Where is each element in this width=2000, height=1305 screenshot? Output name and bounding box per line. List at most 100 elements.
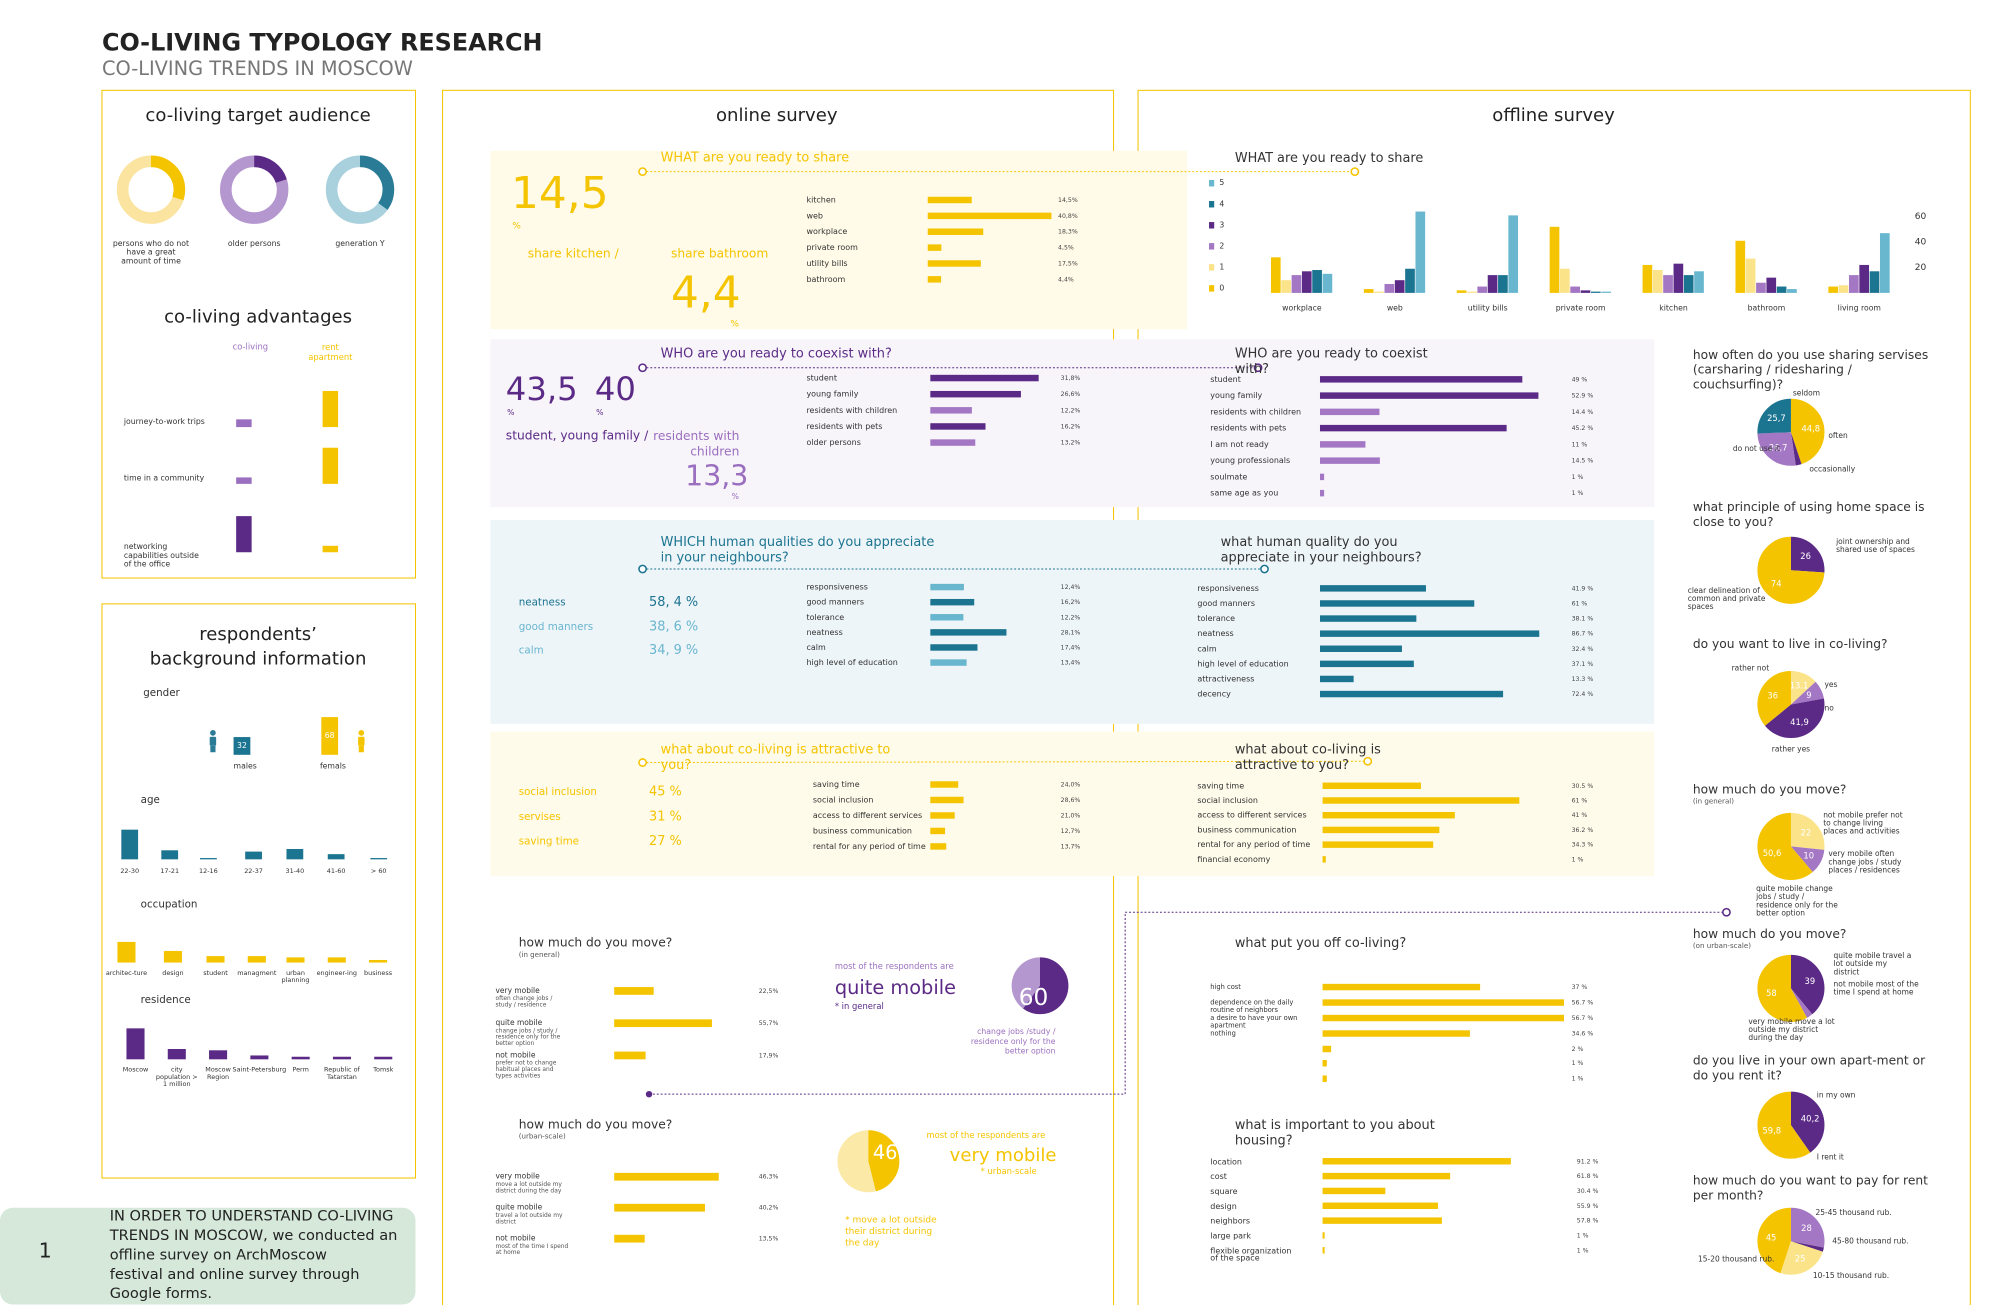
bar-label: good manners	[806, 598, 864, 607]
slice-value: 36	[1767, 690, 1778, 700]
bar	[1601, 291, 1611, 293]
connector-dot	[638, 167, 647, 176]
value-label: 1 %	[1577, 1232, 1589, 1239]
text-line: WHAT are you ready to share	[661, 150, 850, 165]
bar-label: not mobile	[495, 1050, 535, 1059]
value-label: 55,7%	[759, 1020, 779, 1027]
y-tick-label: 60	[1915, 212, 1927, 222]
value-label: 34.6 %	[1572, 1031, 1594, 1038]
bar	[327, 957, 346, 963]
bar	[1322, 1232, 1325, 1239]
value-label: 26,6%	[1061, 391, 1081, 398]
text-line: do you live in your own apart-ment or	[1693, 1053, 1926, 1067]
bar	[1683, 275, 1694, 293]
highlight-value: 31 %	[649, 809, 682, 824]
pie-slice	[837, 1130, 900, 1193]
text-line: persons who do not	[113, 239, 189, 248]
bar	[1319, 489, 1325, 497]
legend-swatch	[1209, 243, 1215, 250]
bar	[1456, 290, 1467, 293]
category-label: managment	[237, 969, 277, 977]
connector-dot	[1260, 564, 1269, 574]
bar	[1756, 282, 1766, 293]
section-band	[490, 519, 1655, 724]
slice-value: 28	[1801, 1223, 1812, 1233]
text-line: Saint-Petersburg	[233, 1066, 287, 1074]
slice-value: 9	[1806, 690, 1811, 700]
text-line: neighbors	[1210, 1216, 1250, 1225]
bar	[1319, 615, 1417, 622]
bar	[1322, 1172, 1451, 1180]
panel-title: online survey	[716, 105, 838, 126]
value-label: 34.3 %	[1572, 842, 1594, 849]
text-line: prefer not to change	[495, 1059, 556, 1066]
value-label: 17,4%	[1061, 644, 1081, 651]
bar	[614, 1019, 712, 1028]
category-label: networking capabilities outside of the off…	[124, 542, 199, 569]
bar	[1849, 275, 1859, 293]
bar-label: young family	[806, 390, 858, 399]
text-line: what human quality do you	[1221, 534, 1398, 549]
bar	[927, 260, 981, 267]
slice-label: 10-15 thousand rub.	[1813, 1271, 1889, 1280]
bar-note: most of the time I spend at home	[495, 1242, 568, 1255]
bar	[1322, 1059, 1327, 1067]
page-number: 1	[39, 1239, 52, 1263]
bar-label: utility bills	[806, 259, 847, 268]
value-label: 1 %	[1577, 1247, 1589, 1254]
bar-label: high level of education	[1197, 659, 1288, 668]
text-line: outside my district	[1748, 1025, 1818, 1034]
question: WHICH human qualities do you appreciate i…	[661, 534, 935, 564]
bar-label: business communication	[813, 826, 912, 835]
text-line: you?	[661, 758, 692, 773]
bar	[930, 407, 972, 414]
callout-headline: quite mobile	[835, 976, 956, 999]
text-line: 22-30	[120, 867, 139, 875]
value-label: 1 %	[1572, 856, 1584, 863]
bar	[1869, 271, 1880, 293]
x-tick-label: living room	[1838, 303, 1881, 312]
text-line: journey-to-work trips	[123, 417, 205, 426]
bar	[1663, 275, 1673, 293]
bar	[1322, 1045, 1332, 1053]
value-label: 28,1%	[1061, 629, 1081, 636]
text-line: 12-16	[199, 867, 218, 875]
person-icon	[210, 745, 216, 753]
question: what about co-living is attractive to you…	[1235, 742, 1381, 772]
bar	[206, 956, 225, 963]
legend-label: 0	[1219, 283, 1224, 292]
bar-label: quite mobile	[495, 1203, 542, 1212]
value-label: 56.7 %	[1572, 1015, 1594, 1022]
bar	[1559, 268, 1570, 293]
text-line: generation Y	[335, 239, 385, 248]
value-label: 30.5 %	[1572, 783, 1594, 790]
text-line: lot outside my	[1834, 959, 1888, 968]
text-line: (carsharing / ridesharing /	[1693, 362, 1853, 376]
bar	[322, 447, 339, 484]
person-icon	[358, 736, 365, 746]
value-label: 28,6%	[1061, 797, 1081, 804]
slice-value: 25	[1795, 1254, 1806, 1264]
label: persons who do not have a great amount of …	[113, 239, 189, 266]
bar-label: business communication	[1197, 825, 1296, 834]
value-label: 32.4 %	[1572, 646, 1594, 653]
bar-label: high level of education	[806, 658, 897, 667]
unit: %	[507, 408, 514, 417]
big-number: 13,3	[685, 459, 748, 492]
category-label: Tomsk	[372, 1066, 393, 1074]
value-label: 61 %	[1572, 797, 1588, 804]
bar	[1312, 270, 1322, 293]
text-line: change jobs / study	[1828, 857, 1902, 866]
value-label: 57.8 %	[1577, 1218, 1599, 1225]
slice-value: 26	[1800, 551, 1811, 561]
text-line: urban	[286, 969, 305, 977]
text-line: background information	[150, 648, 367, 669]
bar	[930, 781, 959, 788]
text-line: apartment	[308, 351, 353, 361]
text-line: during the day	[1748, 1033, 1803, 1042]
bar-label: very mobile	[495, 986, 540, 995]
bar-note: change jobs / study / residence only for …	[495, 1027, 560, 1047]
bar	[1745, 258, 1756, 293]
value-label: 55.9 %	[1577, 1203, 1599, 1210]
